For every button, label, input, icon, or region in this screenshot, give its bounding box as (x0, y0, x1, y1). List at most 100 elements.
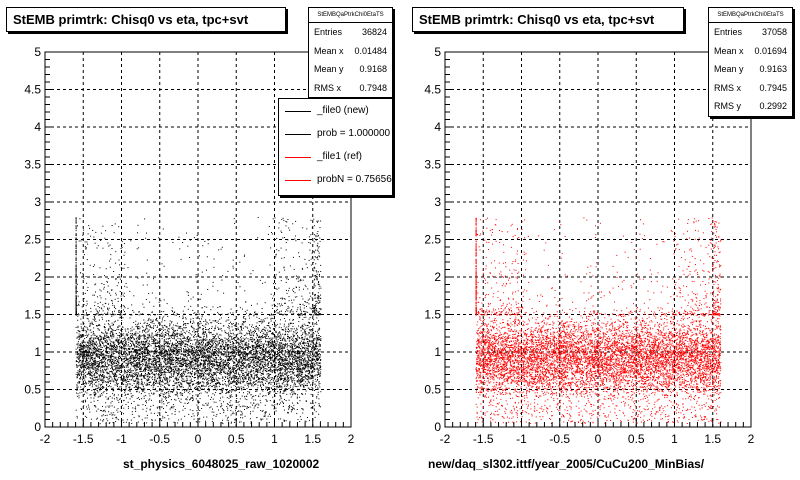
left-point (114, 343, 116, 345)
left-point (94, 317, 96, 319)
left-point (295, 338, 297, 340)
left-point (137, 326, 139, 328)
left-point (143, 389, 145, 391)
left-point (228, 358, 229, 360)
left-point (161, 338, 163, 340)
left-point (317, 362, 319, 364)
left-point (226, 371, 228, 373)
left-point (313, 339, 314, 341)
left-point (123, 254, 125, 256)
left-point (88, 363, 90, 365)
left-point (252, 345, 254, 347)
left-point (262, 379, 263, 381)
left-point (281, 386, 283, 388)
left-point (77, 358, 79, 360)
left-point (213, 381, 215, 383)
left-point (119, 367, 121, 369)
left-point (302, 359, 304, 361)
left-point (130, 359, 131, 361)
left-point (299, 396, 301, 398)
left-point (138, 338, 140, 340)
left-point (233, 377, 235, 379)
left-point (260, 355, 262, 357)
left-point (222, 340, 224, 342)
left-point (258, 368, 259, 370)
left-point (227, 364, 229, 366)
left-point (115, 378, 117, 380)
left-point (280, 402, 281, 404)
left-point (125, 342, 126, 344)
left-point (291, 313, 293, 315)
left-point (259, 393, 261, 395)
left-point (85, 247, 87, 248)
left-point (91, 321, 93, 323)
left-point (206, 335, 207, 337)
left-point (302, 389, 304, 391)
left-point (92, 367, 94, 369)
left-point (253, 361, 255, 363)
left-point (101, 380, 103, 382)
left-point (90, 352, 92, 354)
left-point (319, 348, 321, 350)
left-point (172, 349, 174, 351)
left-point (249, 346, 251, 348)
left-point (160, 328, 162, 330)
left-point (297, 357, 299, 359)
left-point (230, 321, 231, 323)
left-point (262, 367, 264, 369)
left-point (178, 351, 180, 353)
left-point (90, 311, 92, 313)
left-point (234, 358, 236, 360)
left-point (81, 356, 83, 358)
left-point (262, 350, 264, 351)
left-point (99, 362, 101, 363)
left-point (118, 419, 120, 421)
left-point (213, 258, 215, 260)
left-point (183, 348, 184, 349)
left-point (155, 318, 157, 320)
left-point (145, 325, 147, 327)
left-point (150, 327, 152, 329)
left-point (144, 391, 146, 393)
left-point (167, 328, 169, 330)
left-point (109, 332, 111, 334)
left-point (248, 373, 250, 374)
left-point (113, 313, 115, 315)
left-point (292, 358, 294, 360)
left-point (117, 319, 119, 321)
left-point (210, 406, 212, 408)
left-point (308, 322, 310, 324)
left-point (240, 417, 242, 419)
left-point (215, 352, 217, 354)
left-point (134, 380, 135, 382)
left-point (223, 353, 225, 355)
left-point (214, 320, 216, 322)
left-point (273, 345, 275, 347)
left-point (120, 341, 122, 343)
left-point (164, 373, 166, 375)
left-point (167, 359, 169, 361)
left-point (316, 354, 318, 356)
left-point (273, 300, 275, 302)
left-point (172, 335, 173, 337)
left-point (134, 346, 135, 348)
left-point (214, 374, 216, 375)
left-point (79, 336, 81, 338)
left-point (80, 336, 82, 337)
left-point (288, 356, 290, 358)
left-point (300, 280, 302, 281)
left-point (141, 373, 142, 375)
left-point (153, 373, 155, 375)
left-point (123, 399, 125, 401)
left-point (204, 362, 206, 363)
left-point (243, 367, 245, 369)
left-point (152, 363, 154, 365)
left-point (179, 360, 181, 362)
left-point (230, 366, 232, 368)
left-point (178, 389, 180, 390)
left-point (136, 372, 138, 374)
left-point (287, 376, 289, 378)
left-point (105, 388, 107, 390)
left-point (140, 375, 142, 377)
left-point (181, 379, 183, 381)
